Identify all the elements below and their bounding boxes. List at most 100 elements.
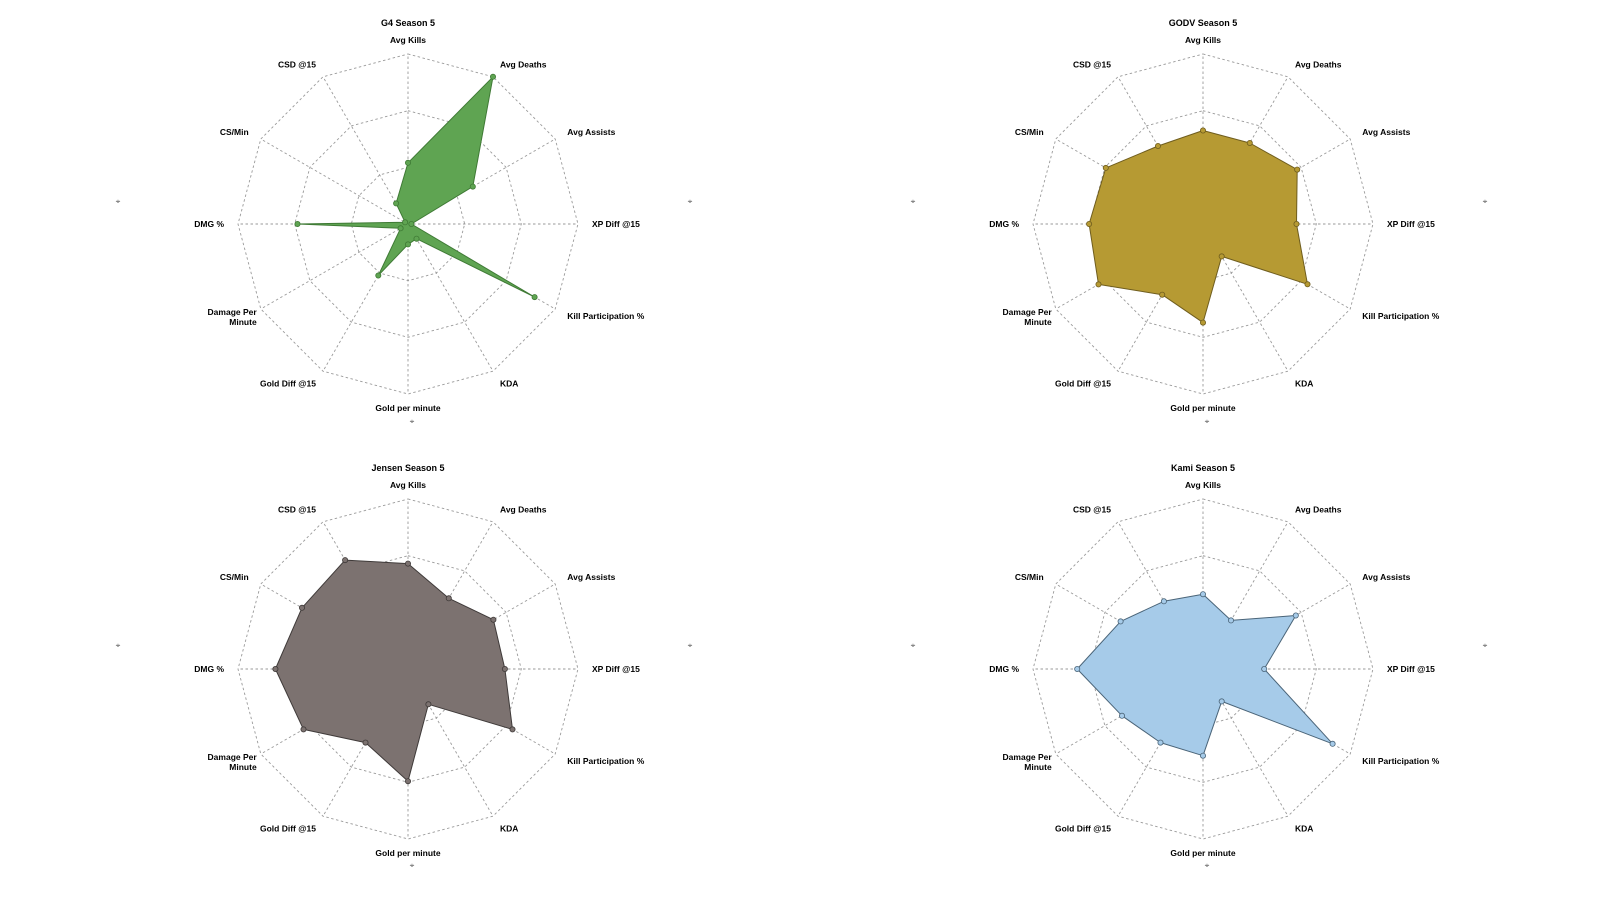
axis-label-xp-diff-15: XP Diff @15 — [592, 664, 640, 674]
data-point-dmg — [294, 220, 301, 227]
axis-label-xp-diff-15: XP Diff @15 — [592, 219, 640, 229]
panel-corner-mark: ⌖ — [1205, 417, 1210, 426]
axis-label-kill-participation: Kill Participation % — [567, 756, 644, 766]
panel-corner-mark: ⌖ — [688, 197, 693, 206]
axis-label-csd-15: CSD @15 — [278, 505, 316, 515]
axis-label-avg-deaths: Avg Deaths — [500, 505, 547, 515]
grid-spoke-gold-diff-15 — [1117, 668, 1204, 817]
data-point-kill-participation — [531, 294, 538, 301]
axis-label-avg-assists: Avg Assists — [567, 572, 615, 582]
axis-label-damage-per-minute: Damage Per Minute — [208, 307, 258, 327]
axis-label-avg-assists: Avg Assists — [1362, 127, 1410, 137]
panel-corner-mark: ⌖ — [688, 641, 693, 650]
axis-label-avg-deaths: Avg Deaths — [1295, 505, 1342, 515]
grid-ring — [294, 110, 522, 338]
chart-title: GODV Season 5 — [1169, 18, 1238, 28]
axis-label-cs-min: CS/Min — [1015, 572, 1044, 582]
data-point-damage-per-minute — [300, 726, 307, 733]
grid-spoke-avg-deaths — [1202, 521, 1289, 670]
data-point-avg-kills — [404, 560, 411, 567]
axis-label-kda: KDA — [500, 378, 518, 388]
grid-spoke-avg-assists — [407, 138, 556, 225]
data-point-avg-deaths — [445, 595, 452, 602]
data-point-kda — [425, 701, 432, 708]
axis-label-cs-min: CS/Min — [220, 572, 249, 582]
data-point-gold-per-minute — [1200, 319, 1207, 326]
grid-spoke-cs-min — [1055, 138, 1204, 225]
data-point-dmg — [272, 666, 279, 673]
data-point-cs-min — [298, 604, 305, 611]
axis-label-gold-diff-15: Gold Diff @15 — [1055, 823, 1111, 833]
data-point-avg-assists — [469, 183, 476, 190]
data-point-avg-assists — [490, 616, 497, 623]
chart-title: Kami Season 5 — [1171, 463, 1235, 473]
grid-spoke-cs-min — [1055, 583, 1204, 670]
grid-spoke-avg-assists — [1202, 138, 1351, 225]
grid-spoke-gold-diff-15 — [322, 668, 409, 817]
data-point-xp-diff-15 — [1261, 666, 1268, 673]
data-point-xp-diff-15 — [408, 220, 415, 227]
data-point-cs-min — [1117, 618, 1124, 625]
axis-label-kill-participation: Kill Participation % — [1362, 756, 1439, 766]
axis-label-cs-min: CS/Min — [1015, 127, 1044, 137]
axis-label-xp-diff-15: XP Diff @15 — [1387, 219, 1435, 229]
data-point-avg-deaths — [1246, 139, 1253, 146]
chart-title: G4 Season 5 — [381, 18, 435, 28]
grid-spoke-avg-assists — [407, 583, 556, 670]
panel-corner-mark: ⌖ — [116, 641, 121, 650]
data-point-kda — [413, 235, 420, 242]
panel-corner-mark: ⌖ — [410, 861, 415, 870]
grid-spoke-damage-per-minute — [260, 668, 409, 755]
grid-spoke-kda — [407, 668, 494, 817]
radar-panel-godv-season-5: Avg Kills Avg Deaths Avg Assists XP Diff @1… — [911, 18, 1488, 426]
data-point-gold-diff-15 — [362, 739, 369, 746]
data-point-gold-diff-15 — [375, 272, 382, 279]
data-point-dmg — [1074, 666, 1081, 673]
data-point-avg-kills — [404, 159, 411, 166]
grid-ring — [1089, 555, 1317, 783]
grid-spoke-csd-15 — [322, 521, 409, 670]
grid-spoke-csd-15 — [322, 76, 409, 225]
grid-spoke-kill-participation — [407, 668, 556, 755]
data-point-kill-participation — [509, 726, 516, 733]
data-point-avg-kills — [1200, 591, 1207, 598]
series-area — [297, 76, 536, 298]
radar-panel-jensen-season-5: Avg Kills Avg Deaths Avg Assists XP Diff @1… — [116, 463, 693, 870]
data-point-damage-per-minute — [1119, 712, 1126, 719]
data-point-avg-assists — [1294, 166, 1301, 173]
data-point-dmg — [1086, 220, 1093, 227]
axis-label-gold-diff-15: Gold Diff @15 — [260, 378, 316, 388]
axis-label-gold-per-minute: Gold per minute — [375, 403, 440, 413]
axis-label-damage-per-minute: Damage Per Minute — [1003, 307, 1053, 327]
grid-ring — [237, 498, 579, 840]
data-point-avg-deaths — [1228, 617, 1235, 624]
panel-corner-mark: ⌖ — [410, 417, 415, 426]
radar-panel-g4-season-5: Avg Kills Avg Deaths Avg Assists XP Diff @1… — [116, 18, 693, 426]
axis-label-csd-15: CSD @15 — [1073, 505, 1111, 515]
grid-spoke-cs-min — [260, 138, 409, 225]
data-point-avg-deaths — [489, 73, 496, 80]
series-area — [274, 559, 513, 782]
data-point-avg-kills — [1200, 127, 1207, 134]
data-point-gold-per-minute — [404, 241, 411, 248]
grid-spoke-cs-min — [260, 583, 409, 670]
panel-corner-mark: ⌖ — [1205, 861, 1210, 870]
axis-label-gold-per-minute: Gold per minute — [1170, 403, 1235, 413]
data-point-gold-per-minute — [404, 778, 411, 785]
panel-corner-mark: ⌖ — [1483, 197, 1488, 206]
panel-corner-mark: ⌖ — [911, 197, 916, 206]
axis-label-damage-per-minute: Damage Per Minute — [208, 752, 258, 772]
grid-ring — [1032, 53, 1374, 395]
axis-label-avg-assists: Avg Assists — [1362, 572, 1410, 582]
panel-corner-mark: ⌖ — [116, 197, 121, 206]
data-point-avg-assists — [1292, 612, 1299, 619]
data-point-gold-diff-15 — [1159, 291, 1166, 298]
grid-ring — [237, 53, 579, 395]
data-point-cs-min — [1102, 164, 1109, 171]
axis-label-xp-diff-15: XP Diff @15 — [1387, 664, 1435, 674]
grid-spoke-damage-per-minute — [1055, 668, 1204, 755]
data-point-xp-diff-15 — [501, 666, 508, 673]
axis-label-cs-min: CS/Min — [220, 127, 249, 137]
axis-label-kill-participation: Kill Participation % — [567, 311, 644, 321]
